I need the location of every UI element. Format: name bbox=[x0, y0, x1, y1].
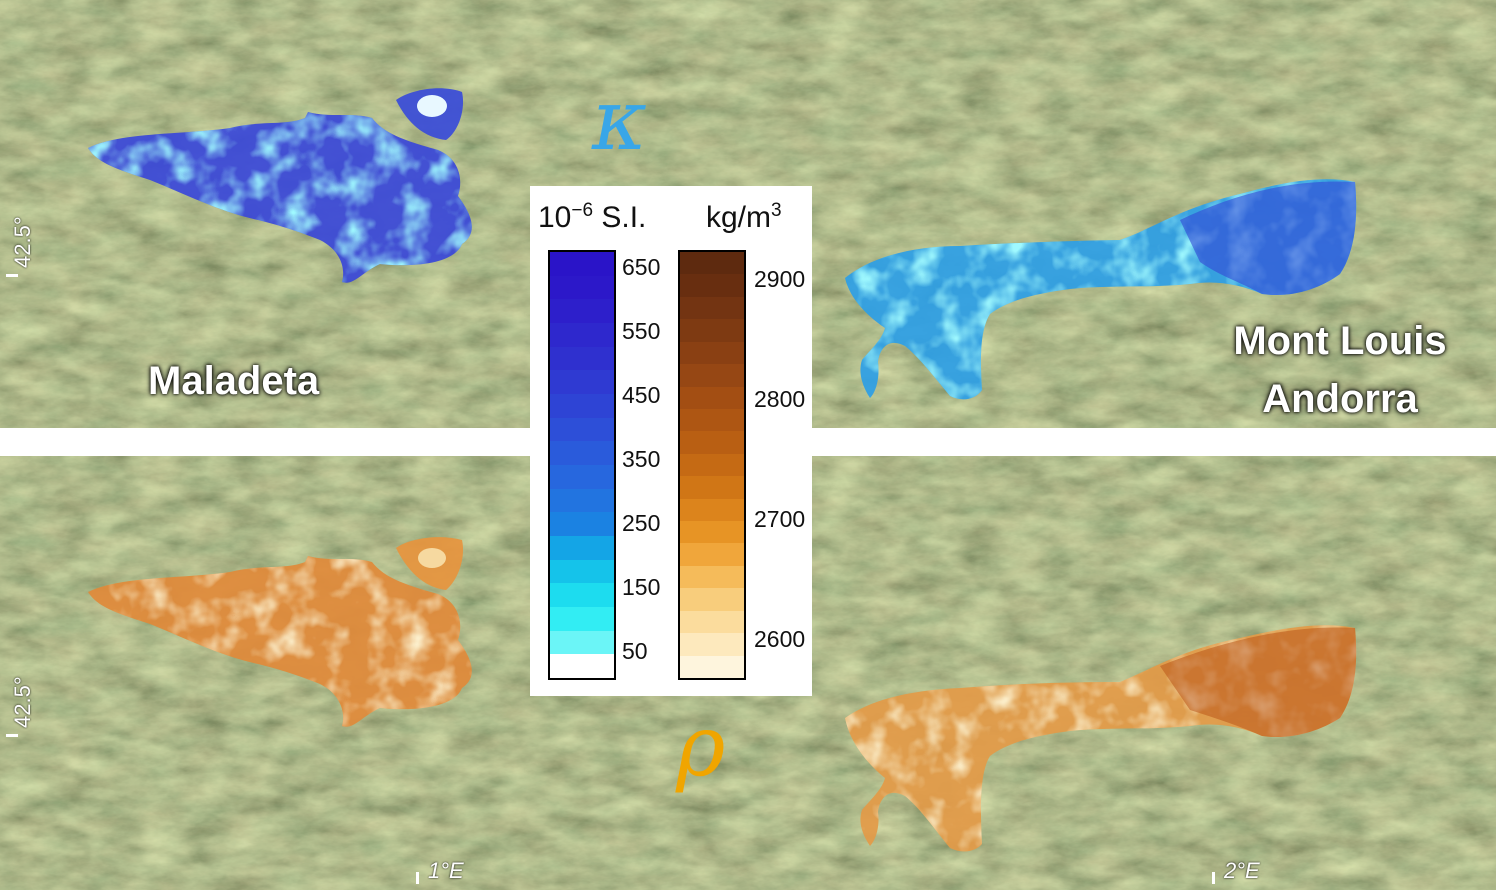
kappa-colorbar bbox=[548, 250, 616, 680]
kappa-colorbar-swatch bbox=[550, 323, 614, 347]
tick-label: 2800 bbox=[754, 386, 806, 412]
rho-colorbar-swatch bbox=[680, 588, 744, 611]
rho-symbol: ρ bbox=[676, 697, 726, 795]
lat-label-top: 42.5° bbox=[10, 216, 35, 268]
kappa-colorbar-swatch bbox=[550, 275, 614, 300]
rho-intrusion-maladeta bbox=[88, 537, 472, 727]
tick-label: 650 bbox=[622, 254, 661, 280]
kappa-colorbar-swatch bbox=[550, 299, 614, 324]
mont-louis-label-line1: Mont Louis bbox=[1233, 319, 1447, 363]
tick-label: 550 bbox=[622, 318, 661, 344]
rho-colorbar-swatch bbox=[680, 408, 744, 432]
kappa-unit-label: 10−6 S.I. bbox=[538, 200, 646, 235]
kappa-intrusion-maladeta bbox=[88, 88, 472, 283]
lon-label-2: 2°E bbox=[1224, 858, 1260, 883]
tick-label: 350 bbox=[622, 446, 661, 472]
mont-louis-label-line2: Andorra bbox=[1262, 377, 1418, 421]
lat-tick-top bbox=[6, 274, 18, 277]
lon-tick-1 bbox=[416, 872, 419, 884]
lat-label-bottom: 42.5° bbox=[10, 676, 35, 728]
kappa-intrusion-mont-louis bbox=[845, 179, 1357, 400]
kappa-colorbar-swatch bbox=[550, 417, 614, 442]
kappa-unit-suffix: S.I. bbox=[593, 201, 647, 234]
kappa-colorbar-swatch bbox=[550, 465, 614, 489]
kappa-colorbar-swatch bbox=[550, 583, 614, 608]
rho-colorbar-swatch bbox=[680, 543, 744, 566]
rho-colorbar-swatch bbox=[680, 498, 744, 522]
tick-label: 150 bbox=[622, 574, 661, 600]
kappa-colorbar-swatch bbox=[550, 394, 614, 418]
kappa-colorbar-swatch bbox=[550, 630, 614, 655]
rho-colorbar-swatch bbox=[680, 319, 744, 342]
rho-colorbar-swatch bbox=[680, 633, 744, 656]
tick-label: 2700 bbox=[754, 506, 806, 532]
tick-label: 2900 bbox=[754, 266, 806, 292]
rho-colorbar bbox=[678, 250, 746, 680]
tick-label: 450 bbox=[622, 382, 661, 408]
rho-unit-label: kg/m3 bbox=[706, 200, 782, 235]
tick-label: 50 bbox=[622, 638, 648, 664]
tick-label: 2600 bbox=[754, 626, 806, 652]
rho-colorbar-swatch bbox=[680, 341, 744, 365]
rho-colorbar-swatch bbox=[680, 296, 744, 320]
kappa-colorbar-swatch bbox=[550, 346, 614, 371]
mont-louis-andorra-label: Mont Louis Andorra bbox=[1210, 312, 1470, 428]
rho-colorbar-swatch bbox=[680, 610, 744, 634]
lon-tick-2 bbox=[1212, 872, 1215, 884]
rho-colorbar-swatch bbox=[680, 252, 744, 275]
rho-unit-base: kg/m bbox=[706, 201, 772, 234]
kappa-colorbar-swatch bbox=[550, 536, 614, 560]
rho-colorbar-swatch bbox=[680, 655, 744, 679]
kappa-colorbar-swatch bbox=[550, 488, 614, 513]
kappa-colorbar-swatch bbox=[550, 441, 614, 466]
rho-colorbar-swatch bbox=[680, 431, 744, 454]
colorbar-legend: 10−6 S.I. kg/m3 650 550 450 350 250 150 50 290… bbox=[530, 186, 812, 696]
kappa-colorbar-swatch bbox=[550, 559, 614, 584]
rho-colorbar-swatch bbox=[680, 386, 744, 409]
kappa-colorbar-swatch bbox=[550, 252, 614, 276]
rho-unit-exponent: 3 bbox=[771, 200, 782, 221]
kappa-colorbar-swatch bbox=[550, 654, 614, 679]
tick-label: 250 bbox=[622, 510, 661, 536]
rho-colorbar-swatch bbox=[680, 476, 744, 499]
rho-intrusion-mont-louis bbox=[845, 625, 1357, 852]
rho-colorbar-swatch bbox=[680, 453, 744, 477]
rho-colorbar-swatch bbox=[680, 274, 744, 297]
kappa-unit-exponent: −6 bbox=[571, 200, 594, 221]
maladeta-label: Maladeta bbox=[148, 359, 320, 403]
rho-colorbar-swatch bbox=[680, 364, 744, 387]
rho-colorbar-swatch bbox=[680, 521, 744, 544]
lon-label-1: 1°E bbox=[428, 858, 464, 883]
lat-tick-bottom bbox=[6, 734, 18, 737]
kappa-colorbar-swatch bbox=[550, 370, 614, 395]
kappa-colorbar-swatch bbox=[550, 607, 614, 631]
kappa-colorbar-swatch bbox=[550, 512, 614, 537]
kappa-symbol: κ bbox=[592, 71, 648, 169]
rho-colorbar-swatch bbox=[680, 565, 744, 589]
kappa-unit-base: 10 bbox=[538, 201, 572, 234]
